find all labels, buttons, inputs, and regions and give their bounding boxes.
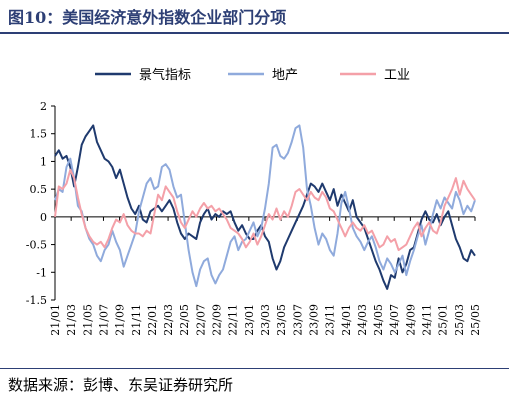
- x-tick-label: 24/01: [340, 304, 353, 336]
- x-tick-label: 21/05: [81, 304, 94, 336]
- x-tick-label: 21/07: [97, 304, 110, 336]
- x-tick-label: 22/09: [211, 304, 224, 336]
- x-tick-label: 24/03: [356, 304, 369, 336]
- x-tick-label: 24/05: [372, 304, 385, 336]
- source-rule: [0, 368, 509, 369]
- legend-label-2: 地产: [272, 68, 298, 83]
- x-tick-label: 25/05: [469, 304, 482, 336]
- y-tick-label: 2: [40, 100, 47, 113]
- y-tick-label: -1: [36, 266, 47, 279]
- y-tick-label: -0.5: [26, 239, 47, 252]
- x-tick-label: 21/11: [130, 304, 143, 336]
- x-tick-label: 22/05: [178, 304, 191, 336]
- x-tick-label: 24/11: [421, 304, 434, 336]
- x-tick-label: 23/03: [259, 304, 272, 336]
- y-tick-label: 1: [40, 155, 47, 168]
- x-tick-label: 25/01: [437, 304, 450, 336]
- y-tick-label: 0: [40, 211, 47, 224]
- x-tick-label: 24/07: [388, 304, 401, 336]
- x-tick-label: 22/07: [194, 304, 207, 336]
- x-tick-label: 21/03: [65, 304, 78, 336]
- title-rule: [0, 32, 509, 34]
- x-tick-label: 22/01: [146, 304, 159, 336]
- legend-label-1: 景气指标: [139, 67, 191, 83]
- series-line-2: [54, 124, 476, 288]
- figure-title: 图10：美国经济意外指数企业部门分项: [8, 8, 287, 27]
- x-tick-label: 21/01: [49, 304, 62, 336]
- data-source: 数据来源：彭博、东吴证券研究所: [8, 376, 234, 394]
- x-tick-label: 23/09: [307, 304, 320, 336]
- x-tick-label: 25/03: [453, 304, 466, 336]
- x-tick-label: 22/11: [227, 304, 240, 336]
- chart-series: [54, 124, 476, 290]
- x-tick-label: 22/03: [162, 304, 175, 336]
- y-tick-label: 0.5: [30, 183, 48, 196]
- legend-label-3: 工业: [384, 68, 410, 83]
- series-line-3: [54, 168, 476, 252]
- x-tick-label: 21/09: [114, 304, 127, 336]
- x-tick-label: 23/01: [243, 304, 256, 336]
- y-tick-label: -1.5: [26, 294, 47, 307]
- x-tick-label: 24/09: [404, 304, 417, 336]
- x-tick-label: 23/11: [324, 304, 337, 336]
- x-tick-label: 23/07: [291, 304, 304, 336]
- y-tick-label: 1.5: [30, 128, 48, 141]
- chart-legend: 景气指标 地产 工业: [95, 67, 410, 83]
- chart-axes: -1.5 -1 -0.5 0 0.5 1 1.5 2 21/01 21/03 21/05 21/07 2…: [26, 100, 482, 336]
- x-tick-label: 23/05: [275, 304, 288, 336]
